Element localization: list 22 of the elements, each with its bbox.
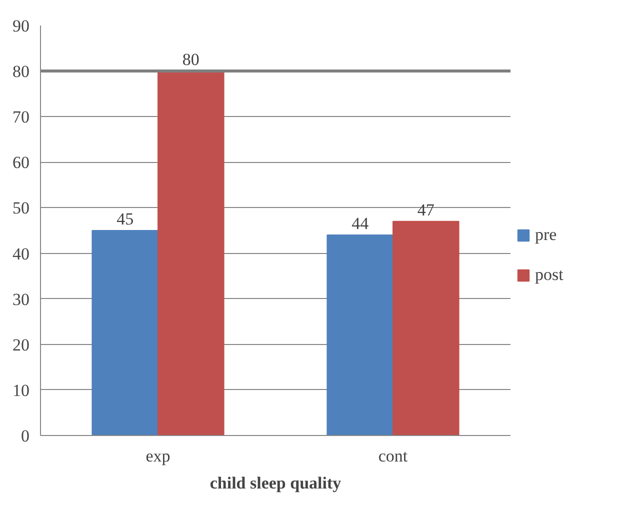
y-tick-label: 60 — [12, 153, 30, 172]
y-tick-label: 20 — [12, 335, 30, 354]
legend-label: post — [535, 265, 564, 285]
x-tick-label: exp — [146, 446, 170, 466]
y-tick-label: 0 — [21, 426, 30, 446]
y-tick-label: 50 — [12, 198, 30, 218]
y-tick-label: 30 — [12, 290, 30, 309]
bar — [392, 220, 460, 436]
legend-label: pre — [535, 225, 557, 245]
bar — [326, 234, 394, 436]
x-tick-label: cont — [378, 446, 408, 466]
y-tick-label: 90 — [12, 16, 30, 36]
bar — [158, 70, 224, 436]
data-label: 80 — [182, 50, 200, 70]
bar — [92, 230, 158, 436]
data-label: 44 — [352, 214, 370, 234]
y-tick-label: 10 — [12, 380, 30, 400]
y-tick-label: 70 — [12, 108, 30, 127]
y-tick-label: 40 — [12, 244, 30, 264]
y-tick-label: 80 — [12, 62, 30, 82]
x-axis-title: child sleep quality — [210, 474, 342, 492]
data-label: 45 — [116, 210, 134, 228]
